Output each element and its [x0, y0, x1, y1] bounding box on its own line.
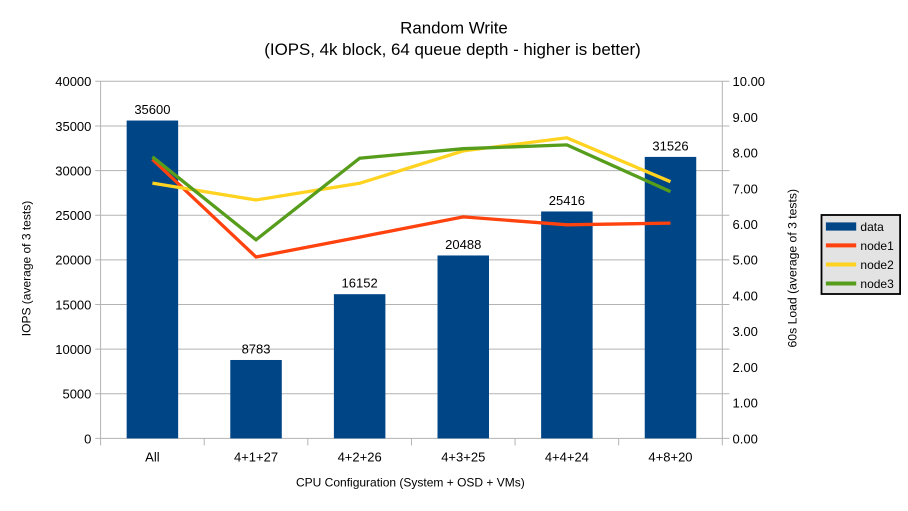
svg-text:20488: 20488 — [445, 237, 481, 252]
svg-text:4+1+27: 4+1+27 — [234, 449, 278, 464]
svg-text:All: All — [145, 449, 160, 464]
svg-text:10000: 10000 — [55, 342, 91, 357]
svg-text:5000: 5000 — [62, 387, 91, 402]
svg-text:4+3+25: 4+3+25 — [441, 449, 485, 464]
svg-text:9.00: 9.00 — [733, 110, 758, 125]
svg-text:4+4+24: 4+4+24 — [545, 449, 589, 464]
svg-text:node2: node2 — [860, 258, 894, 272]
svg-text:0.00: 0.00 — [733, 431, 758, 446]
svg-text:CPU Configuration (System + OS: CPU Configuration (System + OSD + VMs) — [296, 476, 525, 490]
svg-text:60s Load (average of 3 tests): 60s Load (average of 3 tests) — [786, 189, 800, 348]
svg-text:0: 0 — [84, 431, 91, 446]
svg-text:node1: node1 — [860, 239, 894, 253]
svg-text:25000: 25000 — [55, 208, 91, 223]
svg-text:30000: 30000 — [55, 163, 91, 178]
svg-text:1.00: 1.00 — [733, 396, 758, 411]
svg-text:20000: 20000 — [55, 253, 91, 268]
svg-text:15000: 15000 — [55, 297, 91, 312]
svg-text:3.00: 3.00 — [733, 324, 758, 339]
svg-text:4+8+20: 4+8+20 — [648, 449, 692, 464]
svg-text:8.00: 8.00 — [733, 146, 758, 161]
svg-text:2.00: 2.00 — [733, 360, 758, 375]
svg-text:data: data — [860, 220, 884, 234]
svg-text:31526: 31526 — [652, 138, 688, 153]
svg-text:25416: 25416 — [549, 193, 585, 208]
svg-text:4.00: 4.00 — [733, 288, 758, 303]
svg-text:7.00: 7.00 — [733, 181, 758, 196]
svg-text:Random Write: Random Write — [400, 19, 508, 38]
svg-text:35000: 35000 — [55, 119, 91, 134]
svg-text:35600: 35600 — [134, 102, 170, 117]
svg-text:10.00: 10.00 — [733, 74, 766, 89]
svg-text:40000: 40000 — [55, 74, 91, 89]
svg-text:8783: 8783 — [242, 341, 271, 356]
svg-text:5.00: 5.00 — [733, 253, 758, 268]
svg-text:node3: node3 — [860, 277, 894, 291]
svg-text:IOPS (average of 3 tests): IOPS (average of 3 tests) — [20, 201, 34, 336]
svg-text:4+2+26: 4+2+26 — [338, 449, 382, 464]
svg-text:16152: 16152 — [342, 276, 378, 291]
svg-text:6.00: 6.00 — [733, 217, 758, 232]
svg-text:(IOPS, 4k block, 64 queue dept: (IOPS, 4k block, 64 queue depth - higher… — [264, 40, 641, 59]
